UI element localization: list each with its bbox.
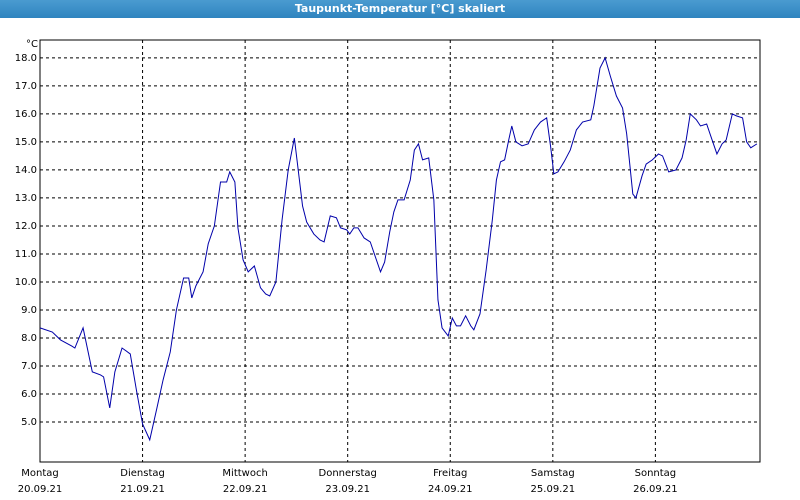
x-tick-label: Samstag bbox=[531, 468, 575, 479]
x-tick-date: 20.09.21 bbox=[18, 484, 63, 495]
y-tick-label: 10.0 bbox=[15, 277, 37, 288]
x-tick-date: 24.09.21 bbox=[428, 484, 473, 495]
y-tick-label: 7.0 bbox=[21, 361, 37, 372]
x-tick-date: 22.09.21 bbox=[223, 484, 268, 495]
y-tick-label: 16.0 bbox=[15, 109, 37, 120]
x-tick-label: Freitag bbox=[433, 468, 467, 479]
y-tick-label: 11.0 bbox=[15, 249, 37, 260]
chart-title: Taupunkt-Temperatur [°C] skaliert bbox=[0, 0, 800, 18]
x-tick-date: 23.09.21 bbox=[325, 484, 370, 495]
x-tick-date: 21.09.21 bbox=[120, 484, 165, 495]
x-tick-label: Mittwoch bbox=[222, 468, 267, 479]
y-tick-label: 14.0 bbox=[15, 165, 37, 176]
y-tick-label: 18.0 bbox=[15, 53, 37, 64]
x-tick-label: Donnerstag bbox=[319, 468, 377, 479]
y-unit: °C bbox=[26, 39, 38, 50]
y-tick-label: 8.0 bbox=[21, 333, 37, 344]
y-tick-label: 12.0 bbox=[15, 221, 37, 232]
x-tick-label: Sonntag bbox=[635, 468, 677, 479]
y-tick-label: 9.0 bbox=[21, 305, 37, 316]
x-tick-date: 25.09.21 bbox=[531, 484, 576, 495]
y-tick-label: 17.0 bbox=[15, 81, 37, 92]
y-tick-label: 5.0 bbox=[21, 417, 37, 428]
data-line bbox=[39, 56, 758, 442]
y-tick-label: 13.0 bbox=[15, 193, 37, 204]
x-tick-date: 26.09.21 bbox=[633, 484, 678, 495]
plot-frame bbox=[39, 39, 761, 463]
y-tick-label: 15.0 bbox=[15, 137, 37, 148]
x-tick-label: Montag bbox=[21, 468, 58, 479]
x-tick-label: Dienstag bbox=[120, 468, 165, 479]
y-tick-label: 6.0 bbox=[21, 389, 37, 400]
